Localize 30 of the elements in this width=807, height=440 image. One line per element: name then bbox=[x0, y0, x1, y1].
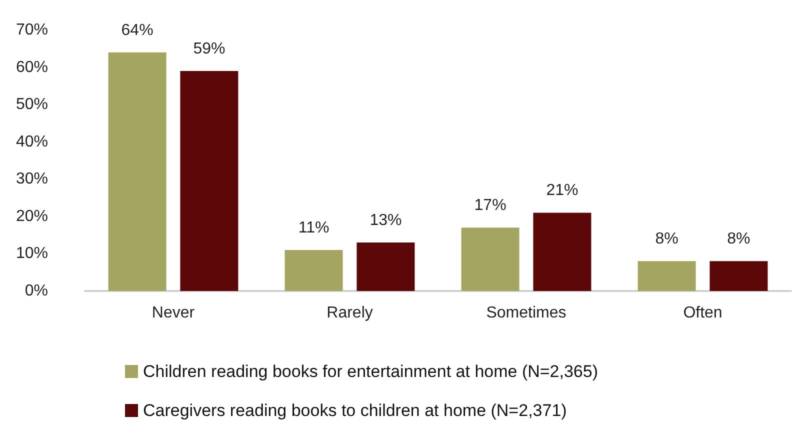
y-tick-label: 40% bbox=[16, 133, 48, 150]
y-tick-label: 0% bbox=[24, 282, 48, 300]
data-label: 8% bbox=[727, 230, 750, 248]
legend-label: Caregivers reading books to children at home (N=2,371) bbox=[143, 401, 567, 420]
x-tick-label: Rarely bbox=[326, 304, 373, 322]
y-tick-label: 10% bbox=[16, 245, 48, 262]
data-label: 11% bbox=[298, 219, 330, 236]
y-tick-label: 50% bbox=[16, 96, 48, 114]
y-tick-label: 30% bbox=[16, 170, 48, 188]
bar bbox=[710, 261, 768, 291]
data-label: 64% bbox=[121, 22, 154, 39]
bar bbox=[638, 261, 696, 291]
bar bbox=[180, 71, 238, 291]
legend-label: Children reading books for entertainment at home (N=2,365) bbox=[143, 362, 598, 381]
data-label: 13% bbox=[370, 212, 402, 230]
data-label: 21% bbox=[546, 182, 578, 200]
bar bbox=[461, 228, 520, 291]
data-label: 59% bbox=[193, 40, 226, 58]
bar bbox=[356, 242, 415, 291]
bar bbox=[533, 212, 592, 291]
y-tick-label: 20% bbox=[16, 208, 48, 225]
data-label: 8% bbox=[655, 230, 678, 248]
data-label: 17% bbox=[474, 197, 506, 214]
x-tick-label: Never bbox=[152, 304, 196, 322]
bar bbox=[284, 250, 343, 291]
x-tick-label: Sometimes bbox=[486, 304, 566, 322]
bar bbox=[108, 52, 166, 291]
y-tick-label: 60% bbox=[16, 58, 48, 76]
x-tick-label: Often bbox=[683, 304, 722, 322]
y-tick-label: 70% bbox=[16, 22, 48, 38]
